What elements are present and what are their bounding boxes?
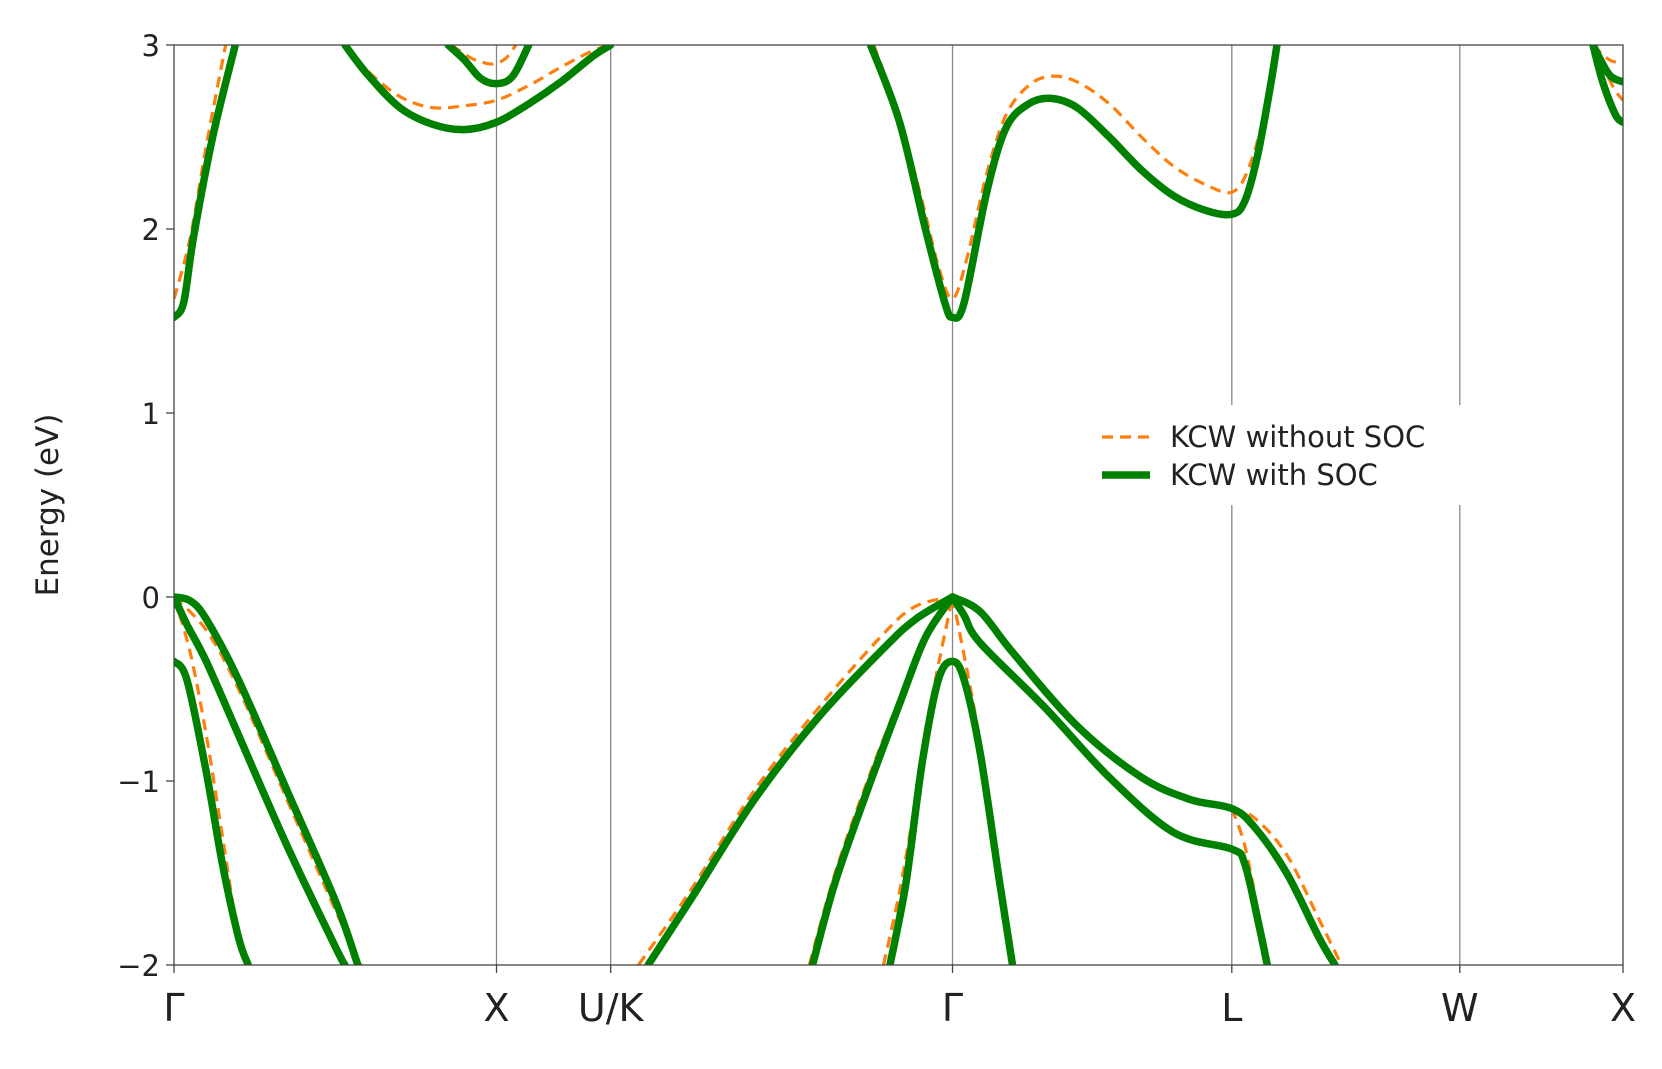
x-tick-label: W — [1441, 986, 1479, 1030]
band-lines — [174, 45, 1623, 965]
band-line-with-soc — [174, 45, 240, 322]
x-tick-label: X — [1610, 986, 1636, 1030]
x-tick-label: U/K — [578, 986, 645, 1030]
band-line-without-soc — [1591, 45, 1623, 102]
band-line-without-soc — [174, 45, 228, 300]
band-line-with-soc — [948, 593, 1339, 965]
band-line-with-soc — [174, 593, 362, 965]
band-line-with-soc — [444, 45, 533, 88]
y-axis-ticks: 3 2 1 0 −1 −2 — [117, 29, 174, 983]
band-line-without-soc — [450, 45, 518, 66]
legend-label-without-soc: KCW without SOC — [1170, 420, 1425, 454]
y-tick-label: 2 — [142, 213, 160, 247]
band-line-with-soc — [866, 45, 1281, 322]
band-line-without-soc — [881, 596, 955, 965]
y-tick-label: 1 — [142, 397, 160, 431]
x-axis-ticks: Γ X U/K Γ L W X — [163, 965, 1636, 1030]
band-line-with-soc — [174, 657, 252, 965]
band-line-without-soc — [1231, 807, 1343, 965]
y-tick-label: −1 — [117, 765, 160, 799]
x-tick-label: X — [483, 986, 509, 1030]
y-tick-label: 0 — [142, 581, 160, 615]
y-tick-label: 3 — [142, 29, 160, 63]
band-line-without-soc — [637, 595, 953, 965]
plot-frame — [173, 44, 1624, 966]
legend-box — [1088, 405, 1478, 505]
y-tick-label: −2 — [117, 949, 160, 983]
band-line-with-soc — [174, 593, 349, 965]
legend: KCW without SOC KCW with SOC — [1088, 405, 1478, 505]
x-tick-label: Γ — [163, 986, 184, 1030]
band-line-with-soc — [1589, 45, 1623, 127]
band-line-with-soc — [886, 657, 1017, 965]
band-line-with-soc — [808, 593, 957, 965]
band-line-with-soc — [341, 45, 615, 134]
x-tick-label: L — [1221, 986, 1242, 1030]
band-line-with-soc — [948, 593, 1272, 965]
y-axis-label: Energy (eV) — [30, 414, 66, 597]
legend-label-with-soc: KCW with SOC — [1170, 458, 1378, 492]
band-line-with-soc — [644, 593, 957, 965]
x-tick-label: Γ — [942, 986, 963, 1030]
band-line-without-soc — [343, 45, 612, 110]
